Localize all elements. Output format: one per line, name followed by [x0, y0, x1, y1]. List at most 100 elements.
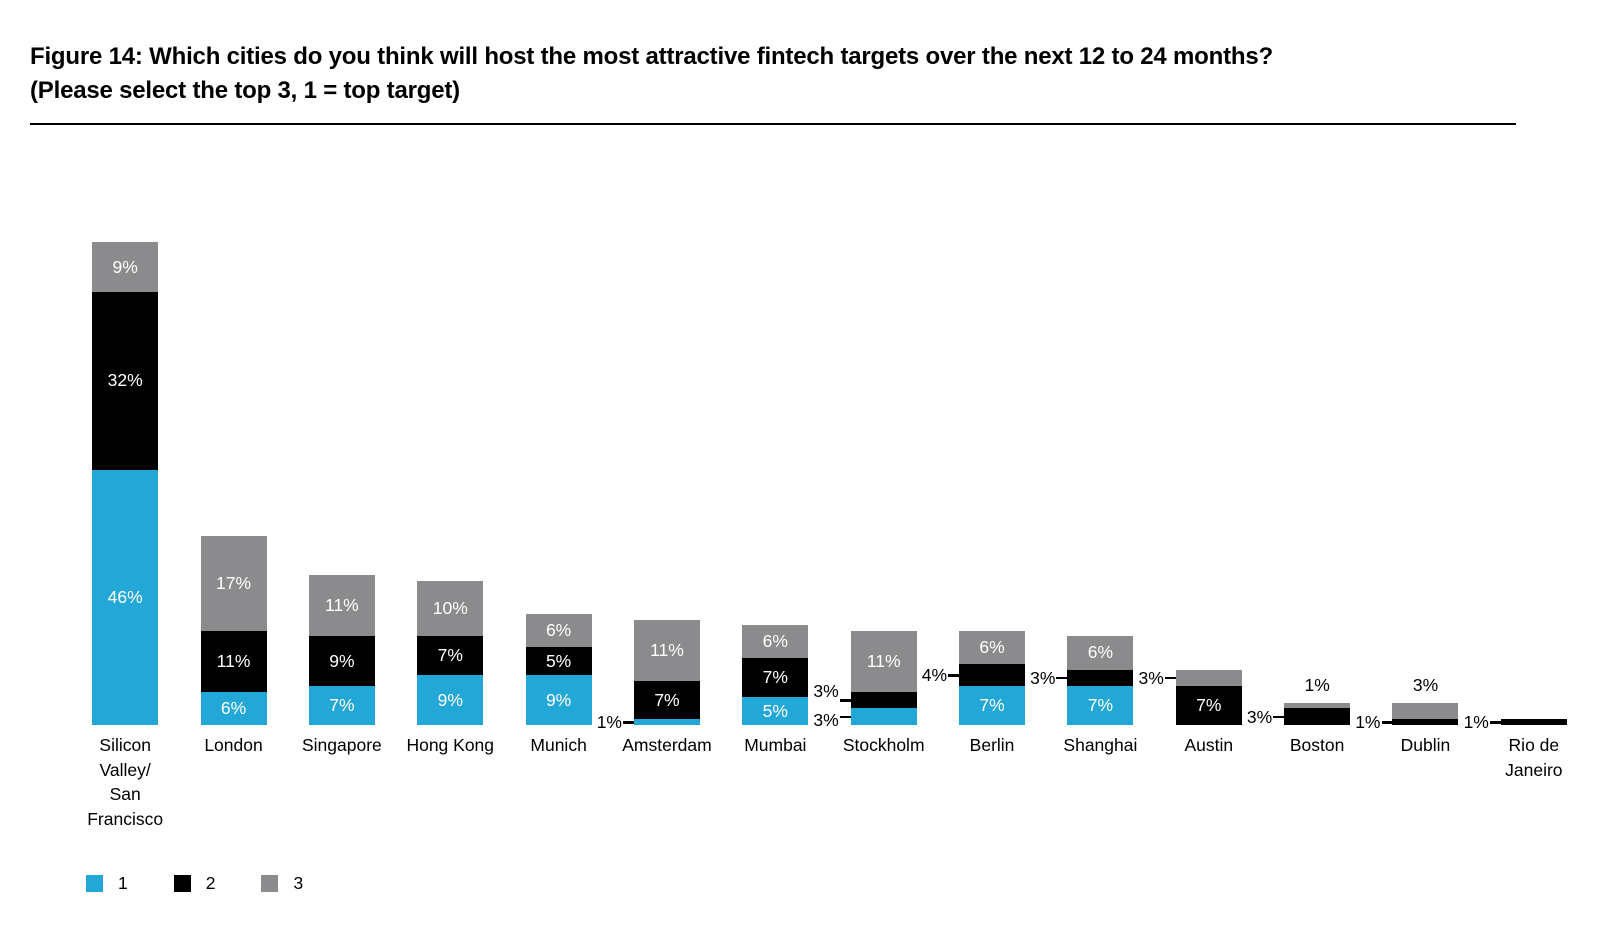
segment-value-label: 7%	[762, 667, 788, 688]
stacked-bar: 6% 5% 9%	[525, 614, 592, 725]
stacked-bar	[1392, 702, 1459, 725]
stacked-bar: 10% 7% 9%	[417, 580, 484, 725]
bar-segment-rank1	[850, 708, 917, 725]
segment-value-label: 6%	[979, 636, 1005, 657]
figure-title: Figure 14: Which cities do you think wil…	[30, 40, 1520, 108]
legend-swatch-rank1	[86, 875, 103, 892]
bar-column: 6% 7% 4% Berlin	[922, 165, 1046, 755]
segment-value-label: 7%	[979, 695, 1005, 716]
bar-segment-rank2	[1392, 719, 1459, 725]
bar-column: 1% Rio de Janeiro	[1464, 165, 1588, 780]
legend-item-rank1: 1	[86, 874, 128, 892]
x-axis-category-label: Munich	[530, 735, 587, 755]
segment-value-label: 7%	[654, 689, 680, 710]
stacked-bar: 7%	[1175, 669, 1242, 725]
bar-segment-rank2	[850, 691, 917, 709]
bar-segment-rank2: 7%	[417, 636, 484, 676]
x-axis-category-label: London	[204, 735, 263, 755]
stacked-bar	[1284, 702, 1351, 725]
segment-callout-label: 4%	[921, 665, 948, 686]
bar-segment-rank3	[1284, 702, 1351, 709]
bar-segment-rank2: 5%	[525, 647, 592, 676]
segment-value-label: 32%	[107, 370, 143, 391]
stacked-bar: 6% 7%	[959, 630, 1026, 725]
segment-callout-label: 3%	[1138, 667, 1164, 688]
x-axis-category-label: Hong Kong	[406, 735, 495, 755]
bar-column: 17% 11% 6% London	[179, 165, 287, 755]
bar-segment-rank2: 32%	[92, 292, 159, 470]
segment-value-label: 46%	[107, 586, 143, 607]
stacked-bar	[1500, 719, 1567, 725]
legend-swatch-rank3	[261, 875, 279, 892]
segment-value-label: 11%	[216, 650, 251, 671]
segment-value-label: 9%	[329, 650, 355, 671]
bar-segment-rank1: 7%	[1067, 686, 1134, 725]
stacked-bar: 11% 7%	[633, 619, 700, 725]
bar-segment-rank3: 11%	[633, 619, 700, 681]
bar-segment-rank3: 6%	[742, 625, 809, 659]
stacked-bar: 11% 9% 7%	[308, 575, 375, 725]
segment-above-label: 3%	[1412, 674, 1439, 695]
segment-value-label: 7%	[1196, 695, 1222, 716]
bar-segment-rank2: 9%	[308, 636, 375, 687]
legend-item-rank2: 2	[173, 874, 215, 892]
bar-segment-rank1: 9%	[525, 675, 592, 725]
x-axis-category-label: Shanghai	[1063, 735, 1138, 755]
bar-segment-rank3: 9%	[92, 242, 159, 293]
x-axis-category-label: Dublin	[1400, 735, 1451, 755]
x-axis-category-label: Singapore	[301, 735, 382, 755]
segment-value-label: 9%	[545, 689, 572, 710]
x-axis-category-label: Austin	[1184, 735, 1234, 755]
bar-column: 11% 3% 3% Stockholm	[813, 165, 938, 755]
segment-value-label: 7%	[437, 645, 463, 666]
segment-value-label: 17%	[216, 572, 252, 593]
segment-value-label: 9%	[437, 689, 463, 710]
segment-value-label: 9%	[112, 256, 138, 277]
segment-value-label: 6%	[545, 620, 572, 641]
segment-value-label: 7%	[1087, 695, 1114, 716]
bar-segment-rank2: 7%	[1175, 686, 1242, 725]
segment-value-label: 5%	[545, 650, 572, 671]
bar-column: 11% 7% 1% Amsterdam	[597, 165, 721, 755]
x-axis-category-label: Amsterdam	[622, 735, 712, 755]
bar-column: 9% 32% 46% Silicon Valley/ San Francisco	[71, 165, 179, 829]
segment-callout-label: 1%	[1463, 712, 1489, 733]
x-axis-category-label: Rio de Janeiro	[1505, 735, 1563, 780]
bar-segment-rank3: 11%	[308, 575, 375, 637]
bar-segment-rank2	[1284, 708, 1351, 725]
bar-segment-rank3	[1392, 702, 1459, 720]
callout-leader-line	[1273, 715, 1285, 719]
bar-segment-rank1: 46%	[92, 469, 159, 725]
legend-swatch-rank2	[173, 875, 191, 892]
bar-segment-rank2	[1500, 719, 1567, 725]
stacked-bar: 17% 11% 6%	[200, 536, 267, 725]
bar-segment-rank1: 9%	[417, 675, 484, 725]
segment-callout-label: 1%	[596, 712, 622, 733]
segment-value-label: 6%	[1087, 642, 1114, 663]
x-axis-category-label: Mumbai	[744, 735, 807, 755]
figure-title-line2: (Please select the top 3, 1 = top target…	[30, 77, 460, 104]
callout-leader-line	[1489, 721, 1501, 724]
stacked-bar: 11%	[850, 630, 917, 725]
callout-leader-line	[1164, 676, 1176, 680]
segment-callout-label: 3%	[813, 709, 839, 730]
bar-column: 11% 9% 7% Singapore	[288, 165, 396, 755]
x-axis-category-label: Boston	[1289, 735, 1345, 755]
segment-callout-label: 3%	[1030, 667, 1056, 688]
segment-value-label: 11%	[650, 639, 684, 660]
segment-callout-label: 3%	[813, 681, 839, 702]
bar-column: 6% 7% 5% Mumbai	[721, 165, 829, 755]
bar-segment-rank1: 6%	[200, 691, 267, 725]
bar-column: 1% 3% Dublin	[1355, 165, 1479, 755]
bar-segment-rank2	[959, 663, 1026, 687]
bar-segment-rank2: 11%	[200, 630, 267, 692]
bar-segment-rank1	[633, 719, 700, 725]
bar-segment-rank3: 11%	[850, 630, 917, 692]
bar-segment-rank1: 7%	[959, 686, 1026, 725]
segment-above-label: 1%	[1304, 674, 1330, 695]
bar-segment-rank2: 7%	[633, 680, 700, 720]
bar-segment-rank2: 7%	[742, 658, 809, 698]
segment-value-label: 5%	[762, 700, 788, 721]
bar-column: 7% 3% Austin	[1138, 165, 1263, 755]
callout-leader-line	[1056, 676, 1068, 680]
